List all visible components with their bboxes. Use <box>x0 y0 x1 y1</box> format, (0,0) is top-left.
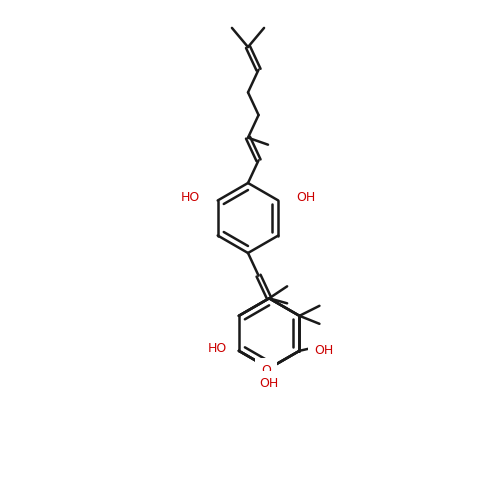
Text: OH: OH <box>314 344 334 358</box>
Text: OH: OH <box>296 191 316 204</box>
Text: HO: HO <box>180 191 200 204</box>
Text: HO: HO <box>208 342 227 355</box>
Text: O: O <box>261 364 271 377</box>
Text: OH: OH <box>260 377 279 390</box>
